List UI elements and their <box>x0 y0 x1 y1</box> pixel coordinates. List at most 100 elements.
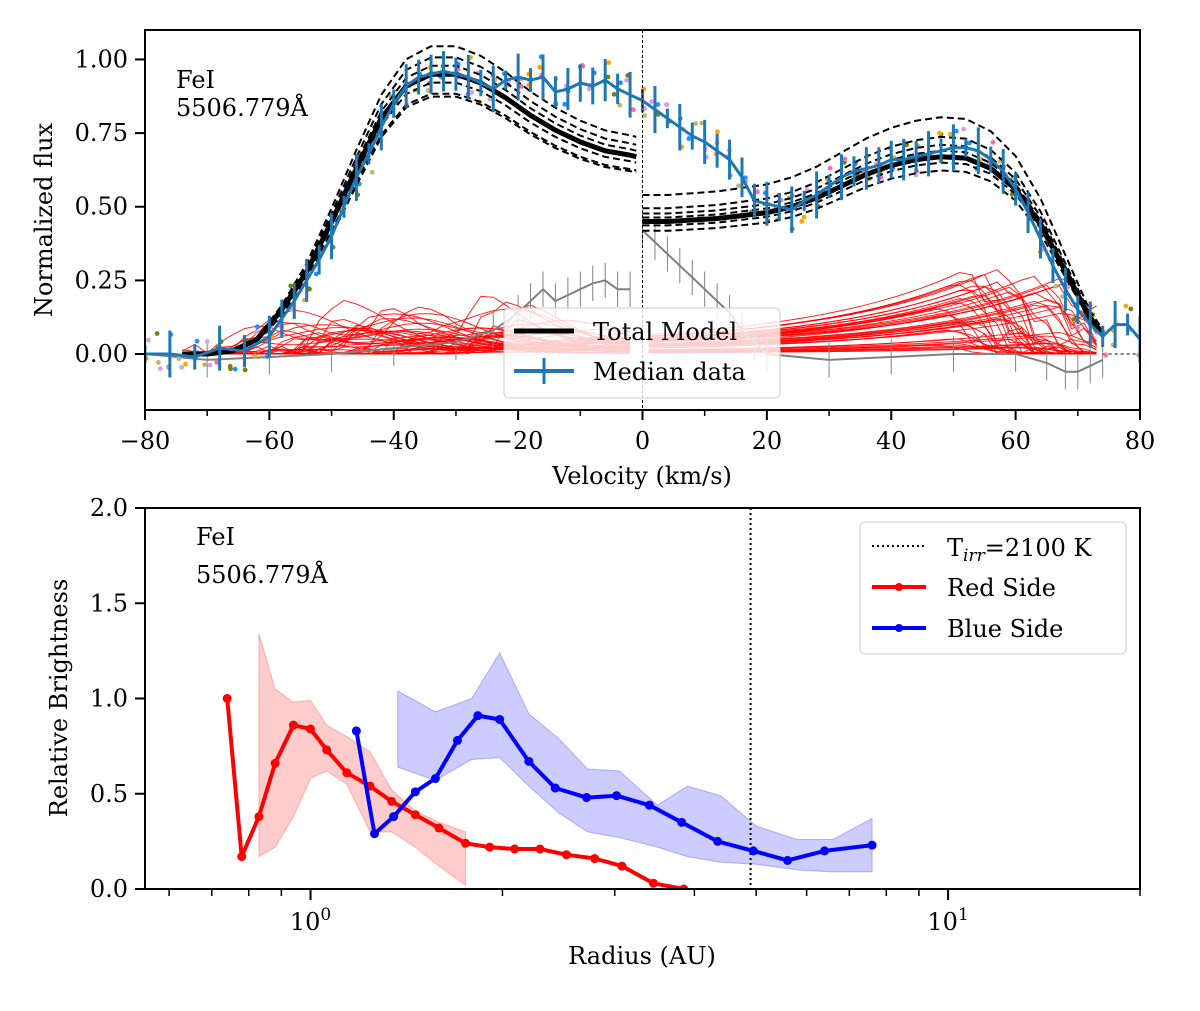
blue-side-point-10 <box>582 793 592 803</box>
top-legend: Total Model Median data <box>503 307 781 399</box>
observation-dot <box>699 120 705 126</box>
legend-red-side-marker <box>895 583 903 591</box>
blue-side-point-8 <box>524 756 534 766</box>
red-side-point-2 <box>254 812 264 822</box>
observation-dot <box>686 136 692 141</box>
red-side-point-15 <box>535 844 545 854</box>
red-side-point-20 <box>679 884 689 889</box>
observation-dot <box>842 160 847 165</box>
blue-side-point-1 <box>370 829 380 839</box>
observation-dot <box>288 283 294 289</box>
model-variant-left-4 <box>182 45 637 355</box>
observation-dot <box>252 353 258 359</box>
top-annotation-line2: 5506.779Å <box>176 93 309 122</box>
blue-side-point-2 <box>389 812 399 822</box>
top-x-tick-label-3: −20 <box>493 427 544 455</box>
legend-tirr-subscript: irr <box>963 546 986 566</box>
observation-dot <box>642 113 648 118</box>
bottom-x-tick-label-0: 100 <box>290 905 331 936</box>
observation-dot <box>904 142 910 148</box>
blue-side-point-11 <box>612 791 622 801</box>
red-side-point-3 <box>270 758 280 768</box>
blue-side-point-3 <box>410 787 420 797</box>
legend-tirr-label: Tirr=2100 K <box>947 534 1093 566</box>
observation-dot <box>1103 352 1109 358</box>
observation-dot <box>801 214 807 220</box>
top-y-tick-label-3: 0.75 <box>75 119 128 147</box>
bottom-y-axis-title: Relative Brightness <box>45 579 73 818</box>
observation-dot <box>313 271 319 277</box>
bottom-plot-area <box>222 508 877 889</box>
blue-side-point-4 <box>430 774 440 784</box>
blue-side-point-18 <box>867 840 877 850</box>
red-side-point-13 <box>485 842 495 852</box>
top-y-axis-title: Normalized flux <box>30 122 58 317</box>
observation-dot <box>1123 303 1129 309</box>
top-x-tick-label-6: 40 <box>876 427 907 455</box>
observation-dot <box>736 183 741 189</box>
observation-dot <box>630 107 636 113</box>
observation-dot <box>227 363 233 369</box>
red-side-point-6 <box>322 745 332 755</box>
observation-dot <box>537 64 543 70</box>
observation-dot <box>693 121 699 127</box>
legend-blue-side-label: Blue Side <box>947 615 1063 643</box>
top-y-tick-label-1: 0.25 <box>75 266 128 294</box>
total-model-line-right <box>642 154 1105 336</box>
observation-dot <box>715 129 720 135</box>
observation-dot <box>1053 283 1059 289</box>
median-data-line <box>145 69 1140 359</box>
top-y-tick-label-0: 0.00 <box>75 340 128 368</box>
legend-tirr-value: =2100 K <box>985 534 1093 562</box>
blue-side-point-5 <box>452 735 462 745</box>
red-side-point-5 <box>306 724 316 734</box>
red-side-point-17 <box>590 854 600 864</box>
observation-dot <box>242 367 248 373</box>
red-side-point-14 <box>510 844 520 854</box>
blue-side-uncertainty-band <box>397 651 873 873</box>
observation-dot <box>1074 325 1080 331</box>
observation-dot <box>648 99 654 104</box>
observation-dot <box>253 329 259 335</box>
observation-dot <box>254 324 260 330</box>
blue-side-point-15 <box>748 846 758 856</box>
tick-exponent: 0 <box>320 905 331 925</box>
observation-dot <box>827 165 833 171</box>
blue-side-point-13 <box>677 817 687 827</box>
observation-dot <box>307 286 312 292</box>
observation-dot <box>204 339 210 344</box>
observation-dot <box>1128 306 1134 312</box>
observation-dot <box>194 338 200 344</box>
observation-dot <box>799 218 805 224</box>
bottom-annotation-line2: 5506.779Å <box>196 560 329 589</box>
observation-dot <box>518 84 524 89</box>
red-side-point-9 <box>387 796 397 806</box>
observation-dot <box>157 366 163 371</box>
blue-side-point-14 <box>713 836 723 846</box>
legend-red-side-label: Red Side <box>947 574 1056 602</box>
observation-dot <box>947 131 953 137</box>
tick-exponent: 1 <box>958 905 969 925</box>
observation-dot <box>937 130 942 136</box>
top-x-tick-label-0: −80 <box>120 427 171 455</box>
observation-dot <box>618 80 623 86</box>
blue-side-point-7 <box>495 714 505 724</box>
red-side-point-11 <box>434 823 444 833</box>
observation-dot <box>369 169 375 175</box>
observation-dot <box>176 356 182 362</box>
observation-dot <box>207 362 213 368</box>
observation-dot <box>961 126 967 132</box>
observation-dot <box>611 91 617 97</box>
observation-dot <box>202 362 208 368</box>
observation-dot <box>990 139 996 145</box>
observation-dot <box>179 364 185 370</box>
observation-dot <box>1072 316 1077 322</box>
observation-dot <box>605 74 611 80</box>
observation-dot <box>145 337 151 343</box>
red-side-point-10 <box>410 810 420 820</box>
residual-line-left <box>145 279 631 361</box>
red-side-point-0 <box>222 694 232 703</box>
top-x-tick-label-2: −40 <box>368 427 419 455</box>
observation-dot <box>842 156 848 162</box>
